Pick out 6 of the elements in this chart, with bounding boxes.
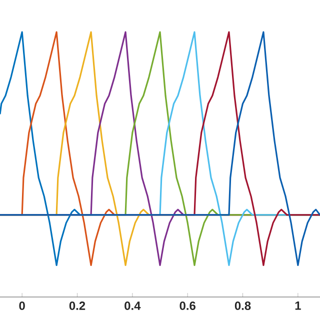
x-tick-label: 0.6 [180,302,196,310]
x-tick-label: 0.8 [234,302,251,310]
x-tick-label: 0 [19,302,25,310]
x-tick-label: 0.4 [124,302,141,310]
x-tick-label: 0.2 [69,302,86,310]
x-tick-label: 1 [295,302,301,310]
